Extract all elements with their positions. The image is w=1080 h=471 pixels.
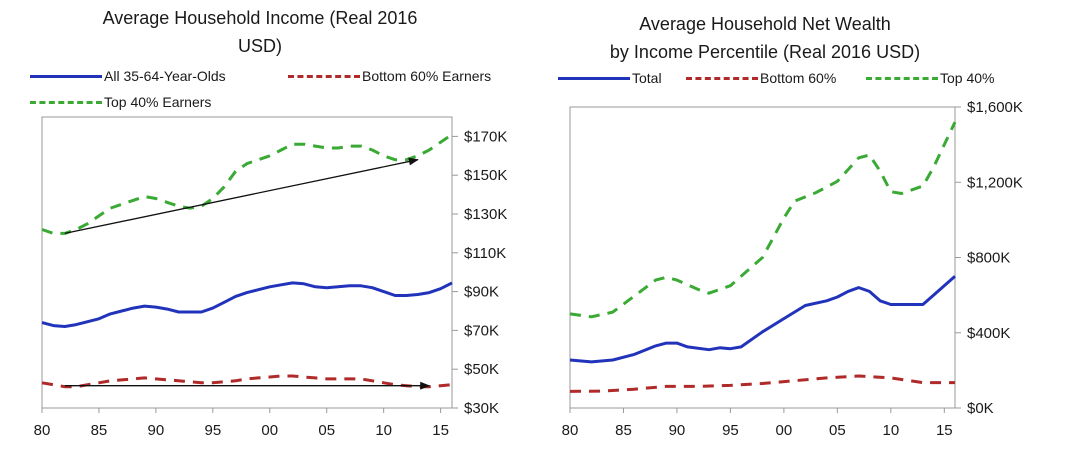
legend-swatch-total	[558, 76, 630, 80]
income-y-tick-label: $50K	[464, 361, 499, 378]
wealth-chart-title: Average Household Net Wealth by Income P…	[560, 10, 970, 66]
income-x-tick-label: 10	[375, 422, 392, 439]
legend-item-bottom: Bottom 60% Earners	[288, 68, 491, 84]
income-chart-title: Average Household Income (Real 2016 USD)	[40, 4, 480, 60]
legend-swatch-top40	[866, 76, 938, 80]
income-chart-title-line2: USD)	[238, 36, 282, 56]
income-x-tick-label: 15	[432, 422, 449, 439]
income-series-1-line	[41, 281, 453, 328]
wealth-y-tick-label: $1,200K	[967, 174, 1023, 191]
income-y-tick-label: $70K	[464, 322, 499, 339]
wealth-chart-panel: Average Household Net Wealth by Income P…	[540, 0, 1080, 471]
legend-item-bottom60: Bottom 60%	[686, 70, 836, 86]
legend-label-total: Total	[632, 70, 662, 86]
wealth-x-tick-label: 95	[722, 422, 739, 439]
wealth-x-tick-label: 00	[776, 422, 793, 439]
wealth-x-tick-label: 10	[882, 422, 899, 439]
wealth-chart-plot: $0K $400K $800K $1,200K $1,600K 80 85 90 95 00 05 1…	[562, 99, 1023, 439]
legend-swatch-top	[30, 100, 102, 104]
income-y-tick-label: $130K	[464, 206, 507, 223]
income-chart-plot: $30K $50K $70K $90K $110K $130K $150K $170K 80 85…	[34, 116, 507, 439]
wealth-series-3-line	[569, 121, 957, 319]
income-chart-title-line1: Average Household Income (Real 2016	[102, 8, 418, 28]
wealth-y-tick-label: $400K	[967, 325, 1010, 342]
income-x-tick-label: 80	[34, 422, 51, 439]
income-plot-frame	[41, 116, 453, 409]
wealth-x-tick-label: 05	[829, 422, 846, 439]
wealth-chart-title-line2: by Income Percentile (Real 2016 USD)	[609, 42, 921, 62]
income-y-tick-label: $30K	[464, 400, 499, 417]
income-series-2-line	[41, 374, 453, 389]
wealth-chart-title-line1: Average Household Net Wealth	[639, 14, 891, 34]
legend-item-top40: Top 40%	[866, 70, 994, 86]
wealth-x-tick-label: 85	[615, 422, 632, 439]
wealth-y-tick-label: $1,600K	[967, 99, 1023, 116]
income-y-tick-label: $150K	[464, 167, 507, 184]
wealth-series-2-line	[569, 374, 955, 393]
wealth-x-tick-label: 90	[669, 422, 686, 439]
legend-swatch-all	[30, 74, 102, 78]
wealth-y-tick-label: $800K	[967, 250, 1010, 267]
income-y-tick-label: $90K	[464, 284, 499, 301]
legend-item-total: Total	[558, 70, 662, 86]
legend-label-bottom: Bottom 60% Earners	[362, 68, 492, 84]
legend-item-top: Top 40% Earners	[30, 94, 211, 110]
income-y-tick-label: $170K	[464, 128, 507, 145]
legend-label-top: Top 40% Earners	[104, 94, 212, 110]
legend-swatch-bottom	[288, 74, 360, 78]
income-chart-panel: Average Household Income (Real 2016 USD)…	[30, 4, 507, 439]
legend-label-bottom60: Bottom 60%	[760, 70, 837, 86]
wealth-x-tick-label: 15	[936, 422, 953, 439]
income-x-tick-label: 90	[148, 422, 165, 439]
legend-label-all: All 35-64-Year-Olds	[104, 68, 226, 84]
income-x-tick-label: 95	[204, 422, 221, 439]
wealth-y-tick-label: $0K	[967, 400, 994, 417]
income-trend-arrow-1	[64, 157, 419, 235]
income-x-tick-label: 00	[261, 422, 278, 439]
legend-label-top40: Top 40%	[940, 70, 995, 86]
legend-item-all: All 35-64-Year-Olds	[30, 68, 226, 84]
wealth-x-tick-label: 80	[562, 422, 579, 439]
legend-swatch-bottom60	[686, 76, 758, 80]
income-x-tick-label: 05	[318, 422, 335, 439]
wealth-series-1-line	[569, 275, 956, 364]
income-y-tick-label: $110K	[464, 245, 506, 262]
income-series-3-line	[41, 133, 453, 235]
income-x-tick-label: 85	[91, 422, 108, 439]
